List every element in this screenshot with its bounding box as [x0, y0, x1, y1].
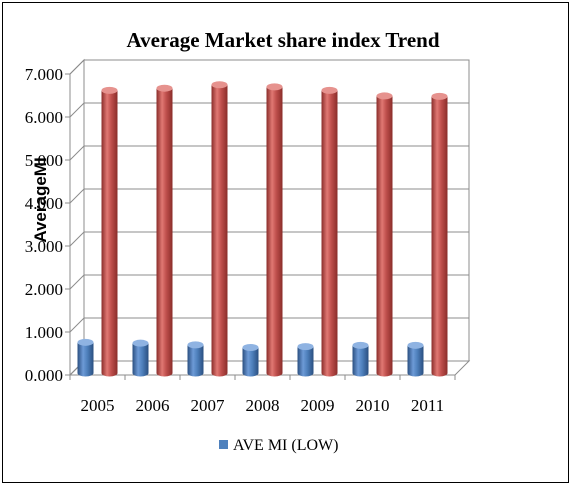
bar-body [431, 96, 448, 377]
gridline [69, 317, 469, 333]
bar-high-2010 [376, 92, 393, 377]
x-tick-label: 2008 [246, 396, 280, 415]
legend: AVE MI (LOW) [219, 437, 338, 454]
bar-low-2005 [77, 338, 94, 377]
bar-low-2010 [352, 341, 369, 377]
y-axis-ticks: 0.000 1.000 2.000 3.000 4.000 5.000 6.000 7.000 [25, 65, 70, 385]
bar-body [376, 95, 393, 377]
x-tick-label: 2010 [356, 396, 390, 415]
bar-top [77, 338, 94, 346]
bar-low-2009 [297, 343, 314, 377]
bar-high-2005 [101, 86, 118, 377]
x-tick-label: 2009 [301, 396, 335, 415]
bar-low-2011 [407, 341, 424, 377]
bar-top [431, 92, 448, 100]
bar-low-2006 [132, 339, 149, 377]
bar-low-2008 [242, 343, 259, 377]
legend-label-low: AVE MI (LOW) [233, 437, 338, 454]
bar-top [187, 341, 204, 349]
side-wall [69, 58, 85, 377]
bars [77, 81, 448, 377]
bar-top [242, 343, 259, 351]
bar-top [211, 81, 228, 89]
bar-body [407, 345, 424, 377]
x-tick-label: 2006 [136, 396, 170, 415]
gridline [69, 59, 469, 75]
bar-body [132, 343, 149, 377]
gridline [69, 231, 469, 247]
bar-top [266, 83, 283, 91]
y-tick-label: 0.000 [25, 366, 63, 385]
bar-top [297, 343, 314, 351]
bar-high-2006 [156, 84, 173, 377]
y-tick-label: 5.000 [25, 151, 63, 170]
x-tick-label: 2005 [81, 396, 115, 415]
bar-body [156, 88, 173, 377]
bar-top [156, 84, 173, 92]
bar-body [242, 347, 259, 377]
y-axis-label: AverageMI [31, 157, 50, 242]
y-tick-label: 3.000 [25, 237, 63, 256]
chart-frame [2, 2, 569, 483]
bar-body [321, 90, 338, 377]
bar-top [407, 341, 424, 349]
x-axis-ticks: 2005 2006 2007 2008 2009 2010 2011 [69, 375, 456, 415]
bar-body [77, 342, 94, 377]
bar-high-2007 [211, 81, 228, 377]
chart-title: Average Market share index Trend [126, 28, 439, 52]
bar-body [101, 90, 118, 377]
bar-low-2007 [187, 341, 204, 377]
y-tick-label: 7.000 [25, 65, 63, 84]
x-tick-label: 2011 [411, 396, 444, 415]
bar-high-2008 [266, 83, 283, 377]
y-tick-label: 1.000 [25, 323, 63, 342]
bar-top [321, 86, 338, 94]
bar-top [376, 92, 393, 100]
gridline [69, 102, 469, 118]
gridlines [69, 59, 469, 376]
gridline [69, 188, 469, 204]
bar-top [352, 341, 369, 349]
x-tick-label: 2007 [191, 396, 226, 415]
legend-swatch-low [219, 440, 228, 449]
bar-high-2011 [431, 92, 448, 377]
bar-body [297, 346, 314, 377]
bar-body [266, 86, 283, 377]
y-tick-label: 4.000 [25, 194, 63, 213]
gridline [69, 274, 469, 290]
gridline [69, 145, 469, 161]
bar-high-2009 [321, 86, 338, 377]
bar-body [352, 345, 369, 377]
y-tick-label: 2.000 [25, 280, 63, 299]
bar-top [132, 339, 149, 347]
bar-body [187, 344, 204, 377]
y-tick-label: 6.000 [25, 108, 63, 127]
bar-body [211, 84, 228, 377]
bar-top [101, 86, 118, 94]
